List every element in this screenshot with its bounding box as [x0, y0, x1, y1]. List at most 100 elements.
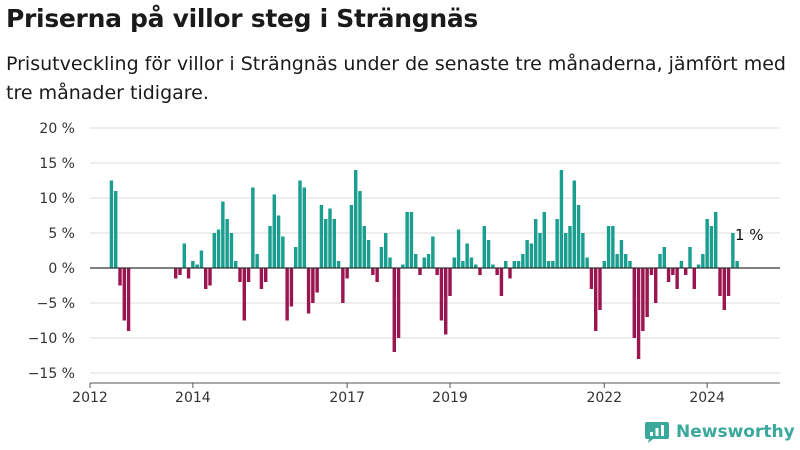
bar	[632, 268, 636, 338]
bar	[714, 212, 718, 268]
bar	[118, 268, 122, 286]
bar	[534, 219, 538, 268]
bar	[431, 236, 435, 268]
bar	[362, 226, 366, 268]
bar	[594, 268, 598, 331]
bar	[564, 233, 568, 268]
bar	[328, 208, 332, 268]
bar	[529, 243, 534, 268]
chart-title: Priserna på villor steg i Strängnäs	[6, 4, 478, 33]
bar	[319, 205, 324, 268]
bar	[658, 254, 662, 268]
bar	[396, 268, 401, 338]
bar	[512, 261, 516, 268]
bar	[718, 268, 722, 296]
bar	[242, 268, 246, 321]
bar	[538, 233, 542, 268]
y-tick-label: 0 %	[48, 261, 75, 277]
bar	[619, 240, 624, 268]
bar	[191, 261, 195, 268]
bar	[705, 219, 709, 268]
bar	[645, 268, 649, 317]
bar	[358, 191, 362, 268]
y-tick-label: −15 %	[28, 366, 75, 382]
bar	[366, 240, 371, 268]
bar	[654, 268, 658, 303]
bar	[598, 268, 602, 310]
bar	[268, 226, 272, 268]
bar	[692, 268, 696, 289]
bar	[581, 233, 585, 268]
bar	[199, 250, 204, 268]
latest-value-annotation: 1 %	[735, 226, 764, 244]
bar	[422, 257, 426, 268]
bar	[508, 268, 512, 279]
bar	[109, 180, 114, 268]
bar	[602, 261, 606, 268]
bar	[568, 226, 572, 268]
bar	[448, 268, 452, 296]
bar	[525, 240, 529, 268]
bar	[474, 264, 478, 268]
bar	[246, 268, 251, 282]
bar	[388, 257, 392, 268]
bar	[174, 268, 178, 279]
bar	[671, 268, 675, 275]
bar	[264, 268, 268, 282]
bar	[555, 219, 559, 268]
bar	[679, 261, 684, 268]
bar	[452, 257, 456, 268]
newsworthy-logo-icon	[645, 422, 669, 443]
brand-logo: Newsworthy	[644, 420, 795, 444]
bar	[478, 268, 482, 275]
bar	[628, 261, 632, 268]
y-tick-label: 15 %	[39, 156, 75, 172]
bar	[259, 268, 264, 289]
bar	[208, 268, 212, 286]
bar	[572, 180, 576, 268]
bar	[315, 268, 319, 293]
y-tick-label: −10 %	[28, 331, 75, 347]
bar	[126, 268, 131, 331]
bar	[375, 268, 379, 282]
x-tick-label: 2017	[329, 390, 365, 406]
bar	[418, 268, 422, 275]
bar	[234, 261, 238, 268]
bar	[324, 219, 328, 268]
bar	[701, 254, 705, 268]
bar	[615, 254, 619, 268]
bar	[302, 187, 306, 268]
bar	[435, 268, 439, 275]
x-tick-label: 2012	[72, 390, 108, 406]
bar	[216, 229, 221, 268]
bar	[559, 170, 564, 268]
bar	[341, 268, 345, 303]
bar	[551, 261, 555, 268]
bar	[349, 205, 354, 268]
bar	[662, 247, 666, 268]
x-tick-label: 2014	[175, 390, 211, 406]
bar	[401, 264, 405, 268]
bar	[495, 268, 499, 275]
bar	[294, 247, 298, 268]
bar	[272, 194, 276, 268]
bar	[611, 226, 615, 268]
bar	[491, 264, 495, 268]
bar	[482, 226, 486, 268]
bar	[384, 233, 388, 268]
bar	[251, 187, 255, 268]
y-tick-label: 20 %	[39, 121, 75, 137]
bar	[281, 236, 285, 268]
bar	[289, 268, 294, 307]
bar	[666, 268, 671, 282]
bar	[469, 257, 474, 268]
bar	[521, 254, 525, 268]
x-tick-label: 2019	[432, 390, 468, 406]
bar	[414, 254, 418, 268]
bar	[486, 240, 491, 268]
bar	[684, 268, 688, 275]
bar	[726, 268, 731, 296]
bar	[114, 191, 118, 268]
bar	[182, 243, 186, 268]
bar	[379, 247, 384, 268]
